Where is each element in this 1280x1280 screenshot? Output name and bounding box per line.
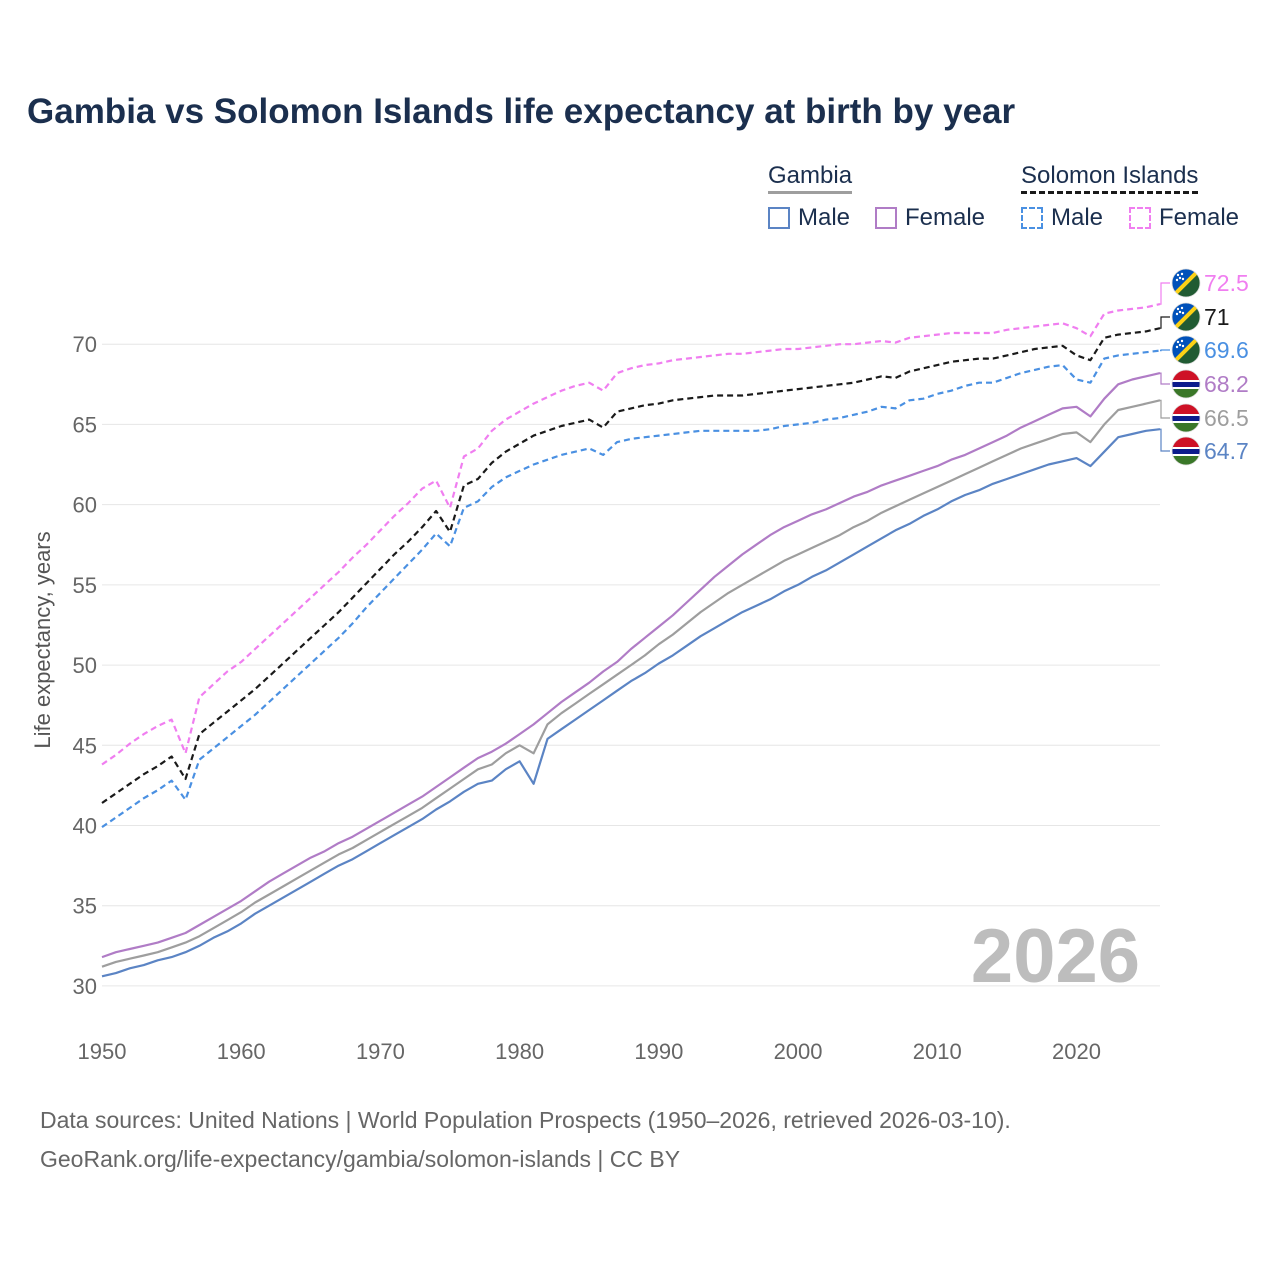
- y-axis-label: Life expectancy, years: [30, 531, 55, 748]
- end-value-label: 64.7: [1204, 438, 1249, 464]
- series-line-gambia-female[interactable]: [101, 372, 1161, 959]
- series-line-solomon-islands[interactable]: [101, 327, 1161, 804]
- x-tick-label: 1990: [634, 1039, 683, 1064]
- solomon-islands-flag-icon: [1171, 268, 1201, 298]
- end-label-connector: [1160, 399, 1170, 419]
- legend-swatch-gambia-male: [768, 207, 790, 229]
- legend-item-solomon-female[interactable]: Female: [1129, 204, 1239, 232]
- source-line-1: Data sources: United Nations | World Pop…: [40, 1107, 1011, 1133]
- gambia-flag-icon: [1171, 403, 1201, 433]
- end-label-connector: [1160, 372, 1170, 385]
- y-tick-label: 40: [73, 814, 97, 839]
- end-label-connector: [1160, 282, 1170, 305]
- end-label-connector: [1160, 428, 1170, 452]
- legend-item-gambia-female[interactable]: Female: [875, 204, 985, 232]
- y-tick-label: 60: [73, 493, 97, 518]
- legend-solomon-label: Solomon Islands: [1021, 162, 1199, 194]
- end-value-label: 66.5: [1204, 405, 1249, 431]
- legend-swatch-solomon-female: [1129, 207, 1151, 229]
- legend-swatch-gambia-female: [875, 207, 897, 229]
- y-tick-label: 45: [73, 733, 97, 758]
- y-tick-label: 35: [73, 894, 97, 919]
- x-tick-label: 1970: [356, 1039, 405, 1064]
- end-label-connector: [1160, 316, 1170, 329]
- end-value-label: 69.6: [1204, 337, 1249, 363]
- end-label-connector: [1160, 349, 1170, 352]
- y-tick-label: 50: [73, 653, 97, 678]
- x-tick-label: 1950: [78, 1039, 127, 1064]
- gambia-flag-icon: [1171, 369, 1201, 399]
- end-value-label: 68.2: [1204, 371, 1249, 397]
- series-line-solomon-islands-male[interactable]: [101, 349, 1161, 829]
- y-tick-label: 65: [73, 412, 97, 437]
- series-line-gambia[interactable]: [101, 399, 1161, 968]
- solomon-islands-flag-icon: [1171, 302, 1201, 332]
- x-tick-label: 1960: [217, 1039, 266, 1064]
- x-tick-label: 1980: [495, 1039, 544, 1064]
- series-line-solomon-islands-female[interactable]: [101, 303, 1161, 766]
- x-tick-label: 2000: [774, 1039, 823, 1064]
- y-tick-label: 55: [73, 573, 97, 598]
- legend-item-gambia-male[interactable]: Male: [768, 204, 850, 232]
- series-line-gambia-male[interactable]: [101, 428, 1161, 978]
- end-value-label: 72.5: [1204, 270, 1249, 296]
- year-watermark: 2026: [971, 914, 1140, 999]
- legend-item-solomon-male[interactable]: Male: [1021, 204, 1103, 232]
- x-tick-label: 2010: [913, 1039, 962, 1064]
- x-tick-label: 2020: [1052, 1039, 1101, 1064]
- gambia-flag-icon: [1171, 436, 1201, 466]
- legend-swatch-solomon-male: [1021, 207, 1043, 229]
- solomon-islands-flag-icon: [1171, 335, 1201, 365]
- source-line-2[interactable]: GeoRank.org/life-expectancy/gambia/solom…: [40, 1146, 681, 1172]
- y-tick-label: 30: [73, 974, 97, 999]
- y-tick-label: 70: [73, 332, 97, 357]
- end-value-label: 71: [1204, 304, 1230, 330]
- chart-title: Gambia vs Solomon Islands life expectanc…: [27, 92, 1016, 131]
- legend-gambia-label: Gambia: [768, 162, 853, 194]
